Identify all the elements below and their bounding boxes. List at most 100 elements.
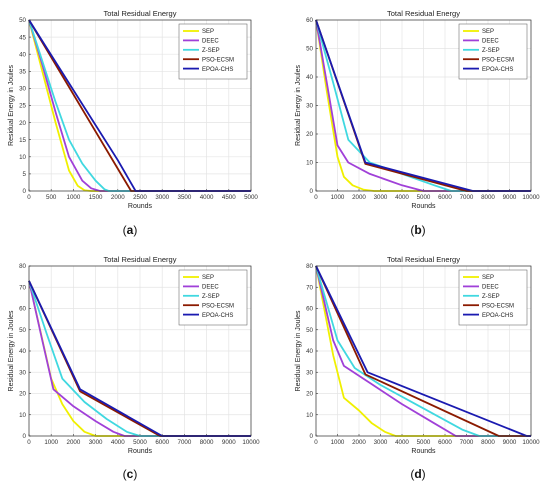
x-tick-label: 0 [314, 194, 318, 201]
y-axis-label: Residual Energy in Joules [8, 310, 15, 391]
panel-caption: (d) [410, 467, 425, 481]
y-tick-label: 10 [19, 154, 26, 161]
x-axis-label: Rounds [411, 203, 436, 210]
y-tick-label: 30 [19, 86, 26, 93]
y-tick-label: 20 [306, 131, 313, 138]
y-tick-label: 40 [306, 348, 313, 355]
y-tick-label: 35 [19, 69, 26, 76]
legend-label: DEEC [202, 39, 219, 45]
panel-caption: (a) [123, 223, 138, 237]
legend-box [178, 269, 248, 326]
series-line-sep [315, 265, 531, 437]
x-tick-label: 0 [27, 439, 31, 446]
legend-label: PSO-ECSM [202, 57, 234, 63]
y-tick-label: 0 [310, 188, 314, 195]
y-tick-label: 5 [23, 171, 27, 178]
chart-title: Total Residual Energy [387, 255, 460, 264]
chart-title: Total Residual Energy [387, 9, 460, 18]
y-tick-label: 50 [306, 327, 313, 334]
x-tick-label: 4000 [111, 439, 125, 446]
y-tick-label: 25 [19, 103, 26, 110]
axes-frame [315, 19, 532, 192]
y-tick-label: 80 [19, 263, 26, 270]
x-tick-label: 8000 [200, 439, 214, 446]
legend-label: PSO-ECSM [482, 57, 514, 63]
y-tick-label: 50 [306, 46, 313, 53]
x-tick-label: 9000 [503, 439, 517, 446]
legend-label: EPOA-CHS [482, 67, 513, 73]
y-tick-label: 80 [306, 263, 313, 270]
legend-label: PSO-ECSM [202, 303, 234, 309]
y-axis-label: Residual Energy in Joules [295, 65, 302, 146]
x-tick-label: 1500 [89, 194, 103, 201]
legend-label: SEP [482, 29, 494, 35]
y-tick-label: 20 [19, 120, 26, 127]
y-tick-label: 10 [19, 412, 26, 419]
x-tick-label: 7000 [178, 439, 192, 446]
legend-label: Z-SEP [482, 48, 500, 54]
y-tick-label: 40 [306, 74, 313, 81]
y-axis-label: Residual Energy in Joules [8, 65, 15, 146]
chart-title: Total Residual Energy [104, 255, 177, 264]
x-tick-label: 4000 [200, 194, 214, 201]
x-tick-label: 0 [27, 194, 31, 201]
x-tick-label: 3000 [89, 439, 103, 446]
x-tick-label: 1000 [331, 194, 345, 201]
chart-panel: 0 1000 2000 3000 4000 5000 6000 7000 8000 9000 100… [295, 255, 540, 481]
legend-box [458, 269, 528, 326]
axes-frame [28, 19, 252, 192]
y-tick-label: 50 [19, 17, 26, 24]
legend-label: PSO-ECSM [482, 303, 514, 309]
y-tick-label: 60 [306, 306, 313, 313]
legend-label: DEEC [202, 285, 219, 291]
x-tick-label: 9000 [222, 439, 236, 446]
x-tick-label: 2000 [111, 194, 125, 201]
y-tick-label: 30 [306, 103, 313, 110]
legend-label: Z-SEP [202, 294, 220, 300]
x-tick-label: 10000 [242, 439, 260, 446]
legend-label: DEEC [482, 39, 499, 45]
legend-label: EPOA-CHS [202, 67, 233, 73]
y-tick-label: 0 [310, 433, 314, 440]
legend-label: EPOA-CHS [202, 313, 233, 319]
x-tick-label: 2500 [133, 194, 147, 201]
y-tick-label: 20 [306, 391, 313, 398]
panel-caption: (b) [410, 223, 425, 237]
y-tick-label: 40 [19, 51, 26, 58]
x-tick-label: 1000 [67, 194, 81, 201]
y-tick-label: 30 [306, 369, 313, 376]
x-tick-label: 10000 [522, 194, 540, 201]
y-tick-label: 70 [19, 284, 26, 291]
y-tick-label: 0 [23, 188, 27, 195]
x-tick-label: 1000 [44, 439, 58, 446]
x-tick-label: 3000 [374, 439, 388, 446]
legend-box [178, 23, 248, 80]
y-tick-label: 60 [306, 17, 313, 24]
panel-caption: (c) [123, 467, 138, 481]
x-tick-label: 500 [46, 194, 57, 201]
x-tick-label: 1000 [331, 439, 345, 446]
legend-label: SEP [482, 275, 494, 281]
x-tick-label: 6000 [438, 194, 452, 201]
x-tick-label: 4000 [395, 439, 409, 446]
x-axis-label: Rounds [128, 448, 153, 455]
series-line-z-sep [28, 19, 251, 192]
series-line-deec [28, 280, 251, 437]
y-tick-label: 70 [306, 284, 313, 291]
y-tick-label: 0 [23, 433, 27, 440]
legend-box [458, 23, 528, 80]
legend-label: SEP [202, 29, 214, 35]
x-tick-label: 2000 [352, 194, 366, 201]
x-tick-label: 5000 [417, 439, 431, 446]
y-tick-label: 50 [19, 327, 26, 334]
x-tick-label: 6000 [438, 439, 452, 446]
y-tick-label: 60 [19, 306, 26, 313]
x-tick-label: 3000 [374, 194, 388, 201]
series-line-deec [315, 19, 531, 192]
legend-label: SEP [202, 275, 214, 281]
x-tick-label: 2000 [67, 439, 81, 446]
x-tick-label: 9000 [503, 194, 517, 201]
axes-frame [315, 265, 532, 437]
x-tick-label: 2000 [352, 439, 366, 446]
